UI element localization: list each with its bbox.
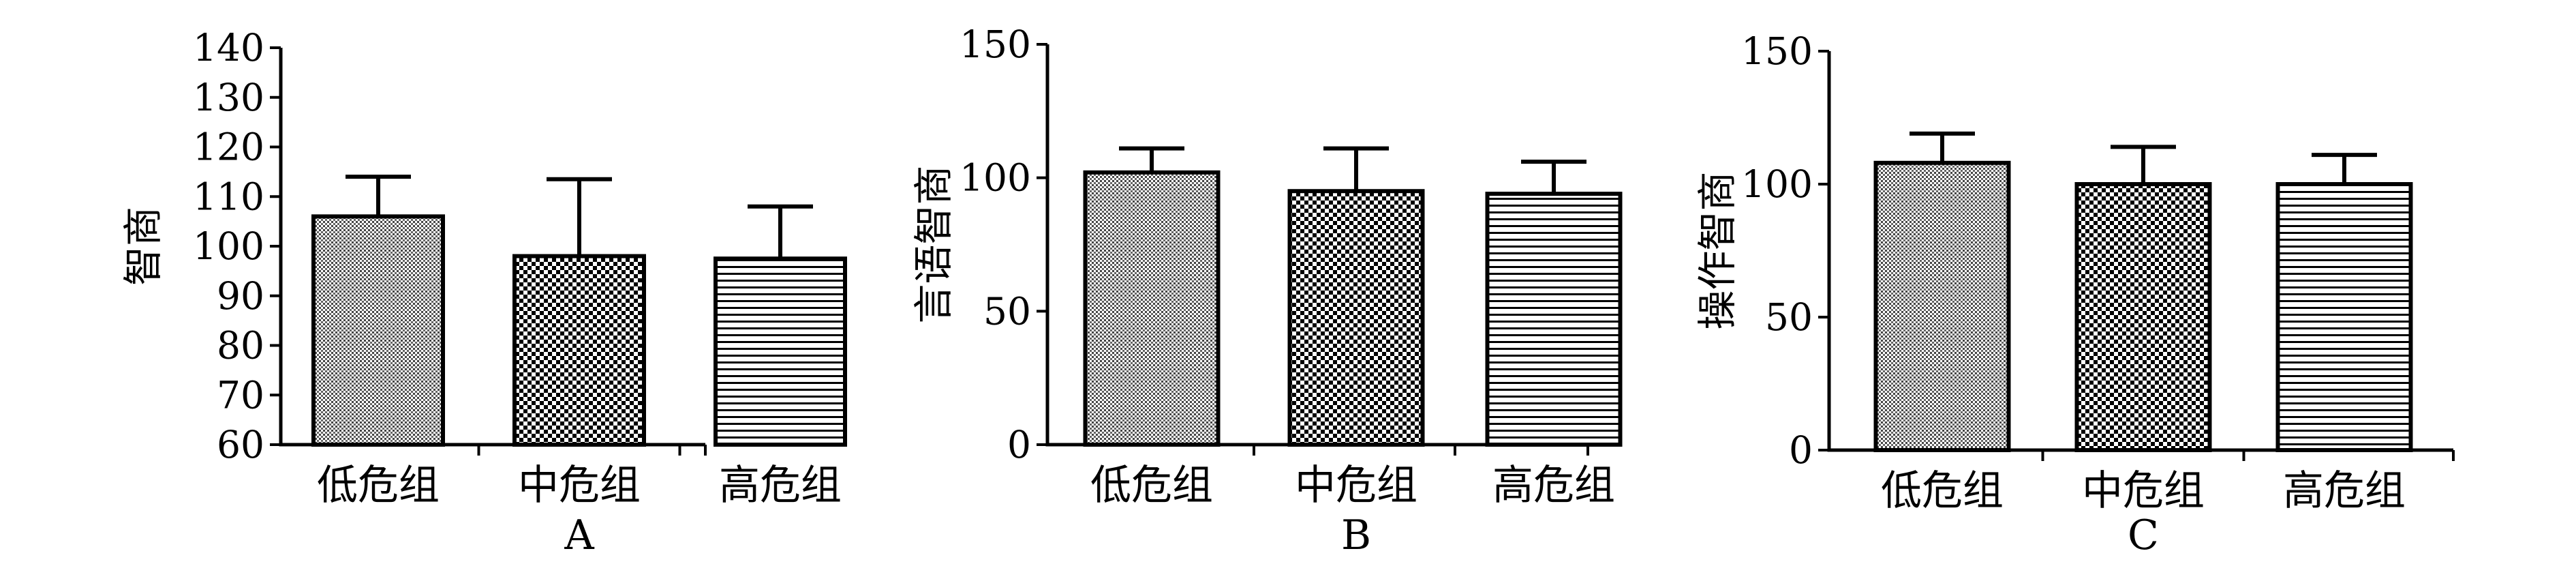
y-axis-label: 智商	[120, 207, 166, 286]
x-category-label: 低危组	[1881, 467, 2004, 515]
y-tick-label: 50	[1765, 295, 1813, 339]
y-tick-label: 110	[193, 175, 264, 218]
bar-3	[2275, 182, 2413, 452]
y-tick-label: 140	[193, 26, 264, 70]
x-category-label: 低危组	[1090, 462, 1213, 509]
x-category-label: 低危组	[317, 462, 440, 509]
error-bar-2	[2111, 145, 2176, 184]
x-category-label: 中危组	[518, 462, 641, 509]
error-bar-2	[1323, 146, 1389, 192]
x-category-label: 高危组	[719, 462, 842, 509]
y-tick-label: 70	[217, 373, 264, 417]
y-tick-label: 50	[983, 289, 1031, 333]
y-axis-label: 言语智商	[910, 165, 957, 323]
panel-label: A	[564, 511, 594, 559]
y-tick-label: 150	[960, 23, 1031, 66]
y-tick-label: 150	[1741, 29, 1813, 73]
y-axis-label: 操作智商	[1694, 171, 1741, 329]
y-tick-label: 0	[1007, 423, 1031, 466]
bar-1	[311, 214, 445, 447]
error-bar-3	[1521, 160, 1586, 194]
y-tick-label: 0	[1789, 428, 1813, 472]
error-bar-1	[346, 175, 411, 217]
panel-a: 60 70 80 90 100 110 120 130 140 低危组 中危组 高危组 智商 A	[120, 26, 847, 559]
bar-2	[1287, 189, 1425, 447]
x-category-label: 高危组	[1492, 462, 1615, 509]
x-category-label: 中危组	[2082, 467, 2205, 515]
x-category-label: 中危组	[1295, 462, 1417, 509]
y-tick-label: 100	[193, 224, 264, 268]
panel-label: B	[1341, 511, 1371, 559]
panel-label: C	[2128, 511, 2159, 559]
error-bar-1	[1910, 131, 1975, 163]
y-tick-label: 90	[217, 274, 264, 318]
y-tick-label: 60	[217, 423, 264, 466]
bar-2	[512, 254, 646, 447]
error-bar-2	[547, 177, 612, 256]
x-category-label: 高危组	[2283, 467, 2406, 515]
bar-3	[1485, 192, 1623, 447]
y-tick-label: 120	[193, 125, 264, 169]
error-bar-3	[748, 204, 813, 259]
error-bar-1	[1119, 146, 1184, 173]
bar-1	[1083, 170, 1221, 447]
bar-3	[714, 256, 847, 447]
y-tick-label: 100	[960, 156, 1031, 200]
panel-b: 0 50 100 150 低危组 中危组 高危组 言语智商 B	[910, 23, 1623, 559]
bar-2	[2074, 182, 2212, 452]
panel-c: 0 50 100 150 低危组 中危组 高危组 操作智商 C	[1694, 29, 2455, 559]
error-bar-3	[2312, 153, 2377, 184]
y-tick-label: 100	[1741, 162, 1813, 206]
bar-1	[1873, 160, 2011, 453]
y-tick-label: 80	[217, 324, 264, 368]
y-tick-label: 130	[193, 76, 264, 119]
